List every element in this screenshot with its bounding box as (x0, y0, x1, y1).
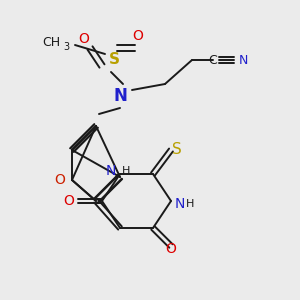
Text: C: C (208, 53, 217, 67)
Text: S: S (109, 52, 119, 68)
Text: O: O (133, 29, 143, 43)
Text: N: N (238, 53, 248, 67)
Text: O: O (166, 242, 176, 256)
Text: 3: 3 (63, 41, 69, 52)
Text: N: N (175, 197, 185, 211)
Text: S: S (172, 142, 182, 158)
Text: O: O (79, 32, 89, 46)
Text: N: N (113, 87, 127, 105)
Text: O: O (64, 194, 74, 208)
Text: H: H (122, 166, 130, 176)
Text: CH: CH (42, 35, 60, 49)
Text: H: H (186, 199, 195, 209)
Text: O: O (55, 173, 65, 187)
Text: N: N (106, 164, 116, 178)
